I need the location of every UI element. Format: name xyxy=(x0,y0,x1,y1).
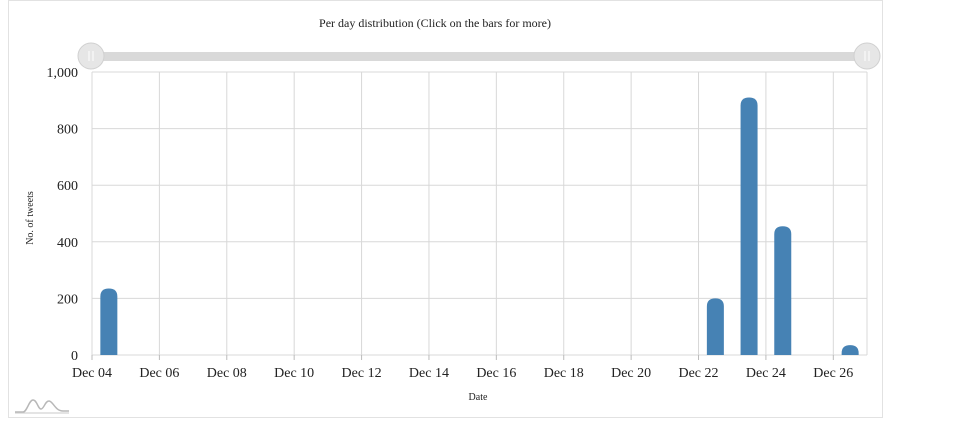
bar-dec-04[interactable] xyxy=(100,288,118,355)
grid-layer xyxy=(91,71,868,360)
bar-dec-26[interactable] xyxy=(841,345,859,355)
chart-logo-icon xyxy=(15,399,69,414)
x-tick-label: Dec 26 xyxy=(813,366,853,381)
x-tick-label: Dec 10 xyxy=(274,366,314,381)
y-tick-label: 1,000 xyxy=(47,66,79,81)
ticks-layer: 0 200 400 600 800 1,000 Dec 04 Dec 06 Dec 08 Dec … xyxy=(47,66,854,381)
navigator-track[interactable] xyxy=(88,52,868,61)
y-tick-label: 800 xyxy=(57,123,78,138)
x-tick-label: Dec 24 xyxy=(746,366,786,381)
navigator-right-handle[interactable] xyxy=(853,42,881,70)
x-tick-label: Dec 16 xyxy=(476,366,516,381)
chart-card: 0 200 400 600 800 1,000 Dec 04 Dec 06 Dec 08 Dec … xyxy=(8,0,883,418)
x-tick-label: Dec 14 xyxy=(409,366,449,381)
navigator-left-handle[interactable] xyxy=(77,42,105,70)
chart-title: Per day distribution (Click on the bars … xyxy=(319,16,551,30)
x-tick-label: Dec 22 xyxy=(678,366,718,381)
y-tick-label: 400 xyxy=(57,236,78,251)
x-tick-label: Dec 04 xyxy=(72,366,112,381)
x-axis-title: Date xyxy=(469,392,488,403)
x-tick-label: Dec 06 xyxy=(139,366,179,381)
grip-handle-icon xyxy=(88,51,94,61)
bar-dec-23[interactable] xyxy=(740,97,758,355)
y-axis-title: No. of tweets xyxy=(25,191,36,245)
x-tick-label: Dec 20 xyxy=(611,366,651,381)
bar-dec-22[interactable] xyxy=(706,298,724,355)
x-tick-label: Dec 18 xyxy=(544,366,584,381)
x-tick-label: Dec 12 xyxy=(342,366,382,381)
x-tick-label: Dec 08 xyxy=(207,366,247,381)
bars-layer xyxy=(100,97,859,355)
chart-svg: 0 200 400 600 800 1,000 Dec 04 Dec 06 Dec 08 Dec … xyxy=(15,16,881,414)
bar-dec-24[interactable] xyxy=(774,226,792,355)
grip-handle-icon xyxy=(864,51,870,61)
range-navigator[interactable] xyxy=(77,42,881,70)
y-tick-label: 0 xyxy=(71,349,78,364)
y-tick-label: 200 xyxy=(57,292,78,307)
y-tick-label: 600 xyxy=(57,179,78,194)
